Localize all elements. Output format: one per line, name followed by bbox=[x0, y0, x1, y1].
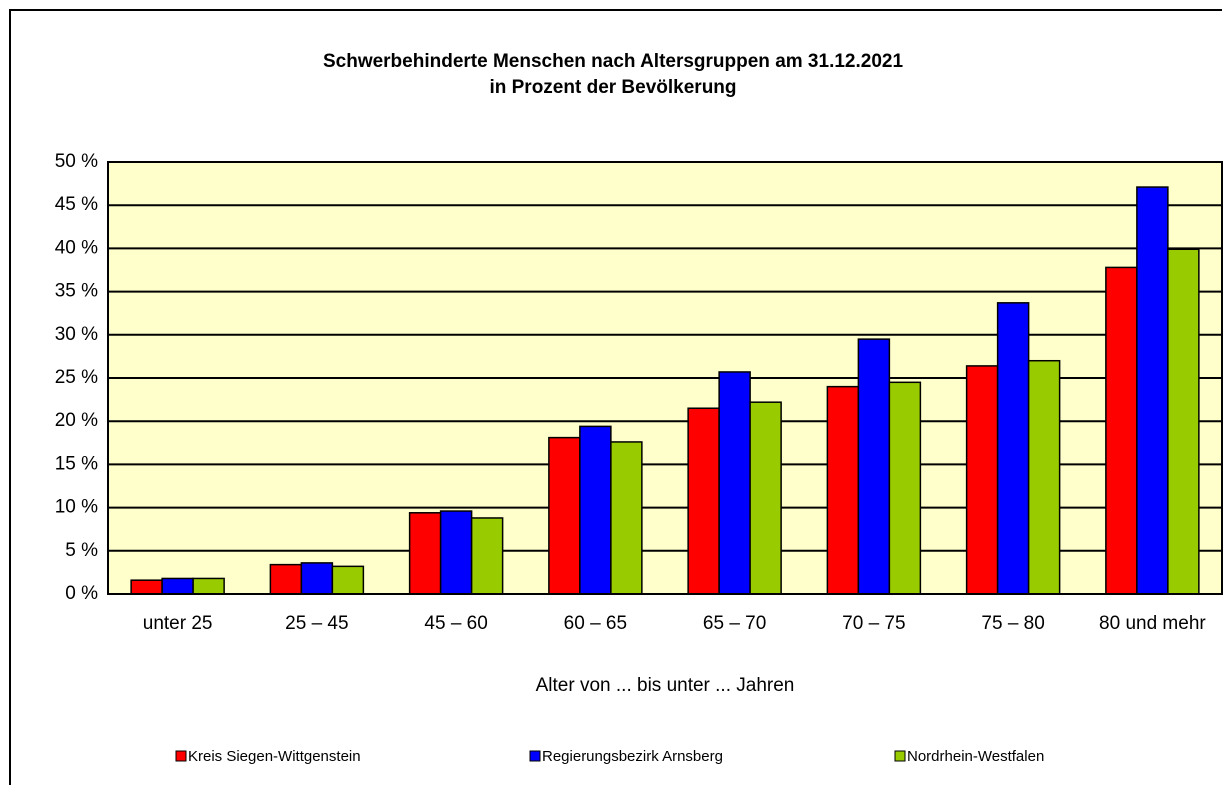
x-tick-label: unter 25 bbox=[143, 613, 213, 634]
bar bbox=[1136, 186, 1169, 595]
bar bbox=[610, 441, 643, 595]
chart-subtitle: in Prozent der Bevölkerung bbox=[489, 77, 736, 98]
y-tick-label: 35 % bbox=[55, 281, 98, 302]
bar bbox=[687, 407, 720, 595]
x-tick-label: 80 und mehr bbox=[1099, 613, 1206, 634]
bar bbox=[1027, 359, 1061, 595]
y-tick-label: 15 % bbox=[55, 453, 98, 474]
bar bbox=[300, 562, 334, 595]
x-tick-label: 75 – 80 bbox=[981, 613, 1044, 634]
legend-label: Regierungsbezirk Arnsberg bbox=[542, 748, 723, 765]
y-tick-label: 10 % bbox=[55, 497, 98, 518]
x-tick-label: 60 – 65 bbox=[564, 613, 627, 634]
plot-border bbox=[107, 161, 1223, 595]
x-tick-label: 70 – 75 bbox=[842, 613, 905, 634]
y-tick-label: 25 % bbox=[55, 367, 98, 388]
legend-swatch bbox=[529, 750, 541, 762]
bar bbox=[1105, 266, 1138, 595]
y-tick-label: 20 % bbox=[55, 410, 98, 431]
legend-swatch bbox=[894, 750, 906, 762]
y-tick-label: 0 % bbox=[65, 583, 98, 604]
y-tick-label: 5 % bbox=[65, 540, 98, 561]
bar bbox=[331, 565, 365, 595]
x-axis-label: Alter von ... bis unter ... Jahren bbox=[536, 675, 795, 696]
bar bbox=[579, 425, 612, 595]
y-tick-label: 40 % bbox=[55, 237, 98, 258]
y-tick-label: 50 % bbox=[55, 151, 98, 172]
legend-label: Nordrhein-Westfalen bbox=[907, 748, 1044, 765]
bar bbox=[548, 436, 581, 595]
bar bbox=[857, 338, 891, 595]
x-tick-label: 25 – 45 bbox=[285, 613, 348, 634]
bar bbox=[192, 577, 225, 595]
x-tick-label: 65 – 70 bbox=[703, 613, 766, 634]
y-tick-label: 45 % bbox=[55, 194, 98, 215]
legend-swatch bbox=[175, 750, 187, 762]
bar bbox=[996, 302, 1030, 595]
bar bbox=[965, 365, 999, 595]
legend: Kreis Siegen-Wittgenstein Regierungsbezir… bbox=[175, 748, 1044, 765]
legend-label: Kreis Siegen-Wittgenstein bbox=[188, 748, 361, 765]
bar bbox=[269, 563, 303, 595]
bar bbox=[470, 517, 504, 595]
bar bbox=[130, 579, 163, 595]
chart-frame bbox=[9, 9, 1222, 785]
bar bbox=[826, 385, 860, 595]
bar bbox=[1167, 248, 1200, 595]
bar bbox=[161, 577, 194, 595]
chart-title: Schwerbehinderte Menschen nach Altersgru… bbox=[323, 51, 903, 72]
bar bbox=[888, 381, 922, 595]
x-tick-label: 45 – 60 bbox=[424, 613, 487, 634]
bar bbox=[749, 401, 782, 595]
bar bbox=[439, 510, 473, 595]
y-tick-label: 30 % bbox=[55, 324, 98, 345]
bar bbox=[718, 371, 751, 595]
bar bbox=[408, 512, 442, 595]
